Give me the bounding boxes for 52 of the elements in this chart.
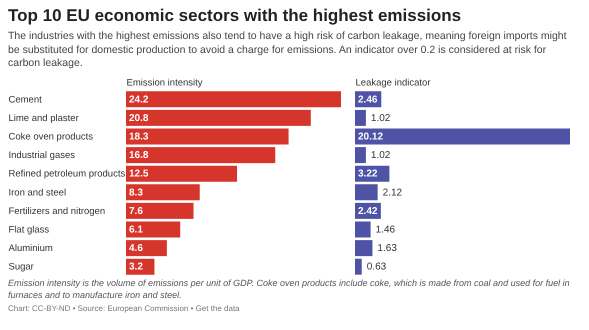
data-label: 2.46: [358, 94, 378, 106]
bar: [126, 166, 238, 182]
data-label: 2.12: [382, 187, 403, 198]
chart-subtitle: The industries with the highest emissions also tend to have a high risk of carbon leakage, meaning foreign imports might be substituted for domestic production to avoid a charge for emissions. An indicator over 0.2 is considered at risk for carbon leakage.: [8, 30, 568, 71]
bar: [126, 240, 167, 256]
data-label: 3.22: [358, 168, 378, 180]
data-label: 8.3: [129, 187, 144, 198]
bar: [355, 258, 362, 275]
y-tick-label: Flat glass: [8, 224, 50, 236]
data-label: 1.63: [377, 243, 398, 254]
data-label: 2.42: [358, 206, 378, 217]
y-tick-label: Lime and plaster: [8, 112, 79, 124]
bar: [355, 110, 366, 126]
data-label: 16.8: [129, 150, 149, 162]
chart-title: Top 10 EU economic sectors with the highest emissions: [8, 6, 462, 26]
bar: [126, 202, 194, 219]
y-tick-label: Fertilizers and nitrogen: [8, 206, 106, 217]
text: Emission intensity is the volume of emissions per unit of GDP. Coke oven products include coke, which is made from coal and used for fuel in furnaces and to manufacture iron and steel.: [8, 278, 571, 302]
y-tick-label: Aluminium: [8, 243, 53, 254]
data-label: 1.02: [370, 150, 391, 162]
data-label: 6.1: [129, 224, 144, 236]
data-label: 7.6: [129, 206, 144, 217]
y-tick-label: Industrial gases: [8, 150, 76, 162]
data-label: 1.46: [376, 224, 396, 236]
data-label: 24.2: [129, 94, 149, 106]
bar: [126, 147, 276, 164]
data-label: 0.63: [366, 262, 387, 273]
bar: [126, 110, 311, 126]
bar: [355, 240, 372, 256]
y-tick-label: Sugar: [8, 262, 34, 273]
bar: [126, 91, 341, 108]
data-label: 20.8: [129, 112, 149, 124]
bar: [355, 221, 371, 238]
bar: [355, 184, 378, 200]
bar: [126, 221, 180, 238]
data-label: 4.6: [129, 243, 144, 254]
y-tick-label: Coke oven products: [8, 131, 94, 142]
data-label: 3.2: [129, 262, 144, 273]
y-tick-label: Iron and steel: [8, 187, 66, 198]
data-label: 20.12: [358, 131, 384, 142]
text: Chart: CC-BY-ND • Source: European Commission • Get the data: [8, 304, 241, 315]
bar: [126, 184, 200, 200]
y-tick-label: Refined petroleum products: [8, 168, 126, 180]
bar: [355, 147, 366, 164]
x-axis-title: Leakage indicator: [356, 77, 430, 88]
data-label: 1.02: [370, 112, 391, 124]
data-label: 18.3: [129, 131, 149, 142]
x-axis-title: Emission intensity: [126, 77, 203, 88]
bar: [355, 128, 570, 144]
y-tick-label: Cement: [8, 94, 42, 106]
data-label: 12.5: [129, 168, 149, 180]
bar: [126, 128, 289, 144]
